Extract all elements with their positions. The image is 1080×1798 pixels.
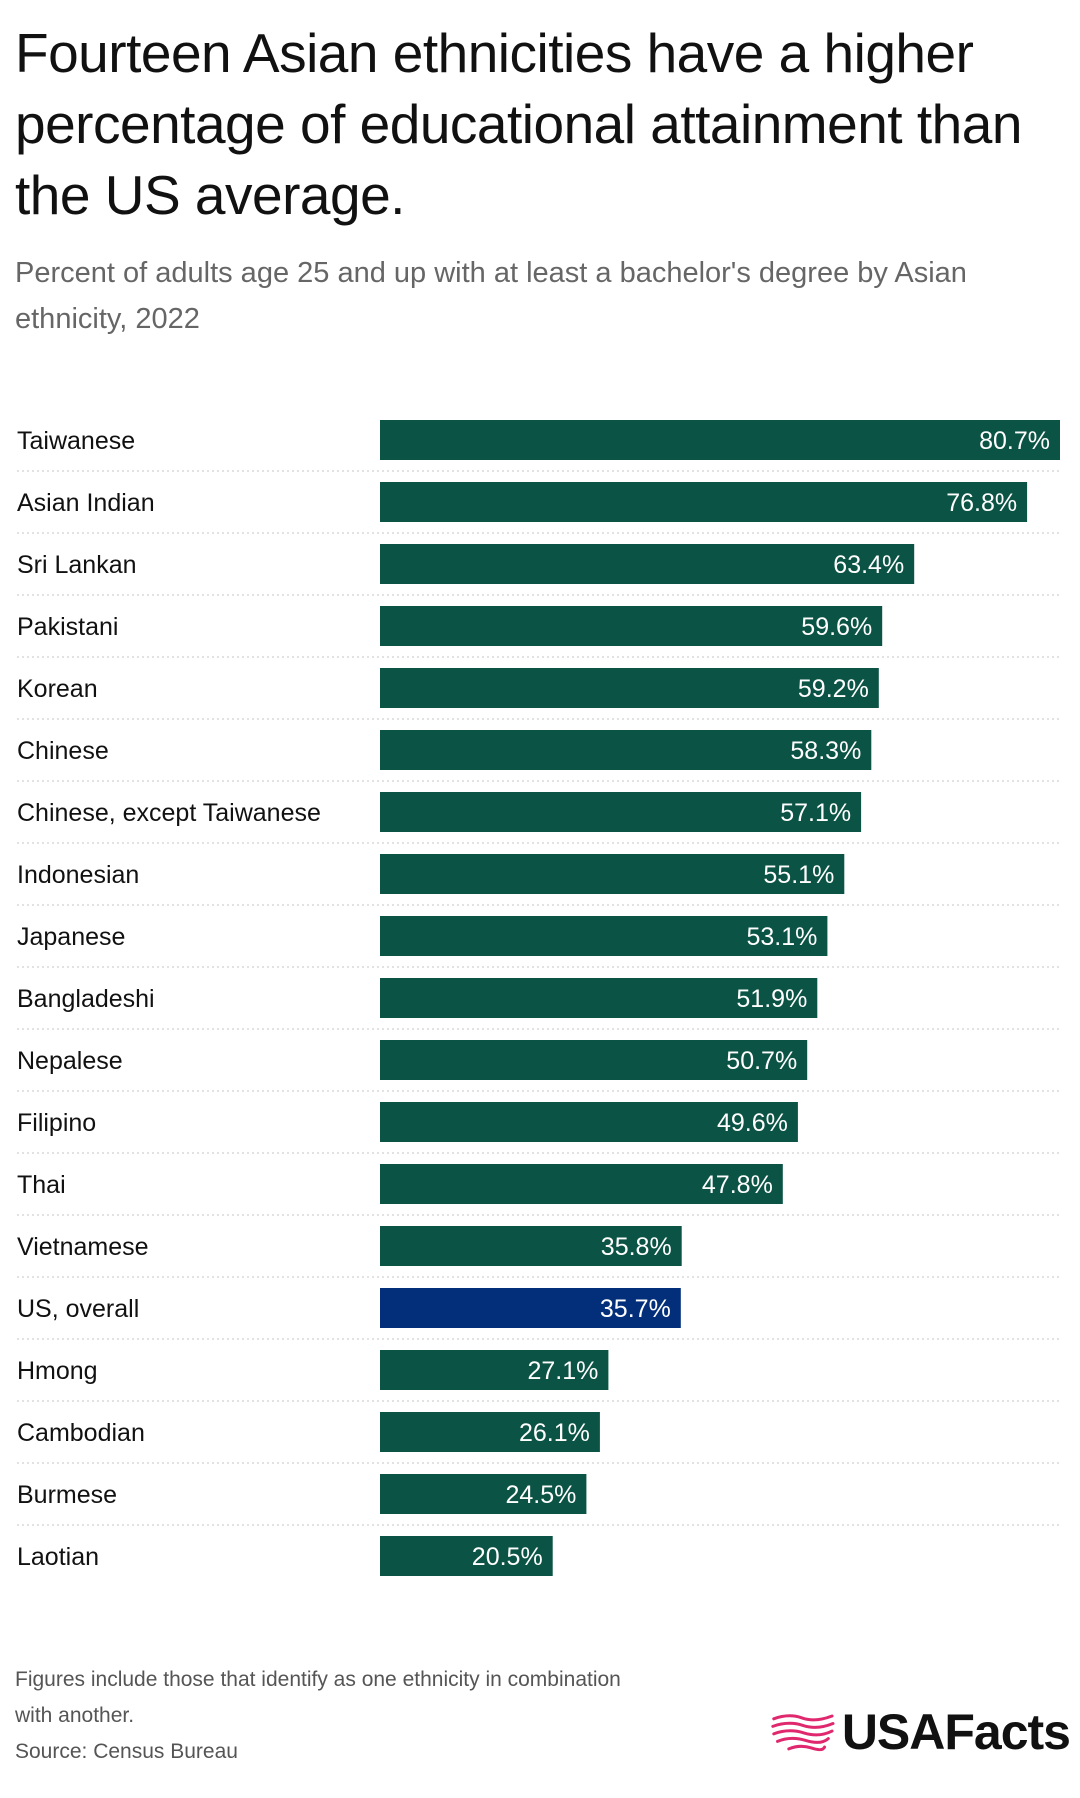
value-label-laotian: 20.5% [472,1543,543,1571]
category-label-chinese-except-taiwanese: Chinese, except Taiwanese [17,799,321,827]
category-label-asian-indian: Asian Indian [17,489,155,517]
category-label-vietnamese: Vietnamese [17,1233,149,1261]
value-label-hmong: 27.1% [528,1357,599,1385]
category-label-filipino: Filipino [17,1109,96,1137]
footnote-line-1: Figures include those that identify as o… [15,1668,621,1691]
bar-asian-indian [380,482,1028,522]
footnote: Figures include those that identify as o… [15,1662,755,1770]
bar-bangladeshi [380,978,818,1018]
category-label-japanese: Japanese [17,923,125,951]
bar-japanese [380,916,828,956]
category-label-thai: Thai [17,1171,66,1199]
value-label-japanese: 53.1% [747,923,818,951]
value-label-burmese: 24.5% [506,1481,577,1509]
category-label-bangladeshi: Bangladeshi [17,985,155,1013]
bar-cambodian [380,1412,600,1452]
bar-korean [380,668,879,708]
value-label-cambodian: 26.1% [519,1419,590,1447]
value-label-bangladeshi: 51.9% [736,985,807,1013]
category-label-cambodian: Cambodian [17,1419,145,1447]
category-label-nepalese: Nepalese [17,1047,123,1075]
category-label-burmese: Burmese [17,1481,117,1509]
category-label-hmong: Hmong [17,1357,98,1385]
value-label-us-overall: 35.7% [600,1295,671,1323]
value-label-asian-indian: 76.8% [946,489,1017,517]
bar-hmong [380,1350,609,1390]
category-label-laotian: Laotian [17,1543,99,1571]
bar-pakistani [380,606,883,646]
category-label-sri-lankan: Sri Lankan [17,551,137,579]
bar-indonesian [380,854,845,894]
bar-sri-lankan [380,544,915,584]
category-label-indonesian: Indonesian [17,861,139,889]
value-label-thai: 47.8% [702,1171,773,1199]
category-label-chinese: Chinese [17,737,109,765]
value-label-vietnamese: 35.8% [601,1233,672,1261]
bar-taiwanese [380,420,1060,460]
chart-subtitle: Percent of adults age 25 and up with at … [15,257,967,335]
value-label-taiwanese: 80.7% [979,427,1050,455]
bar-filipino [380,1102,798,1142]
value-label-indonesian: 55.1% [763,861,834,889]
bar-nepalese [380,1040,808,1080]
bar-thai [380,1164,783,1204]
category-label-taiwanese: Taiwanese [17,427,135,455]
value-label-pakistani: 59.6% [801,613,872,641]
value-label-sri-lankan: 63.4% [833,551,904,579]
bar-laotian [380,1536,553,1576]
value-label-filipino: 49.6% [717,1109,788,1137]
bar-us-overall [380,1288,681,1328]
usa-map-stripes-icon [771,1714,835,1752]
bar-vietnamese [380,1226,682,1266]
source-line: Source: Census Bureau [15,1740,238,1763]
category-label-pakistani: Pakistani [17,613,118,641]
value-label-chinese-except-taiwanese: 57.1% [780,799,851,827]
bar-chinese-except-taiwanese [380,792,862,832]
value-label-nepalese: 50.7% [726,1047,797,1075]
bar-chinese [380,730,872,770]
bar-chart: Taiwanese 80.7% Asian Indian 76.8% Sri Lanka… [17,420,1060,1576]
category-label-korean: Korean [17,675,98,703]
logo-wordmark: USAFacts [841,1704,1071,1760]
chart-title: Fourteen Asian ethnicities have a higher… [15,22,1022,226]
value-label-chinese: 58.3% [790,737,861,765]
usafacts-logo: USAFacts [770,1702,1071,1762]
footnote-line-2: with another. [15,1704,135,1727]
category-label-us-overall: US, overall [17,1295,139,1323]
bar-burmese [380,1474,587,1514]
value-label-korean: 59.2% [798,675,869,703]
